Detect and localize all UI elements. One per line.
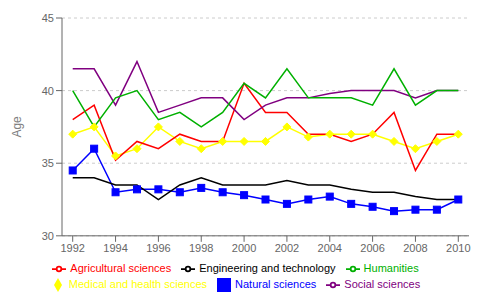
svg-text:2000: 2000 — [232, 242, 256, 254]
svg-text:1994: 1994 — [103, 242, 127, 254]
svg-text:1998: 1998 — [189, 242, 213, 254]
svg-text:Age: Age — [10, 116, 24, 138]
html-text:Humanities: Humanities — [363, 261, 419, 274]
svg-text:45: 45 — [42, 12, 54, 24]
svg-text:35: 35 — [42, 157, 54, 169]
svg-text:1996: 1996 — [146, 242, 170, 254]
svg-text:2008: 2008 — [403, 242, 427, 254]
svg-text:2010: 2010 — [446, 242, 470, 254]
html-text:Agricultural sciences: Agricultural sciences — [70, 261, 172, 274]
html-text:Natural sciences: Natural sciences — [235, 277, 317, 290]
svg-text:30: 30 — [42, 230, 54, 242]
svg-text:2006: 2006 — [360, 242, 384, 254]
svg-text:40: 40 — [42, 85, 54, 97]
svg-text:1992: 1992 — [60, 242, 84, 254]
html-text:Social sciences: Social sciences — [344, 277, 421, 290]
svg-text:2002: 2002 — [275, 242, 299, 254]
html-text:Medical and health sciences: Medical and health sciences — [68, 277, 207, 290]
html-text:Engineering and technology: Engineering and technology — [199, 261, 336, 274]
svg-text:2004: 2004 — [318, 242, 342, 254]
